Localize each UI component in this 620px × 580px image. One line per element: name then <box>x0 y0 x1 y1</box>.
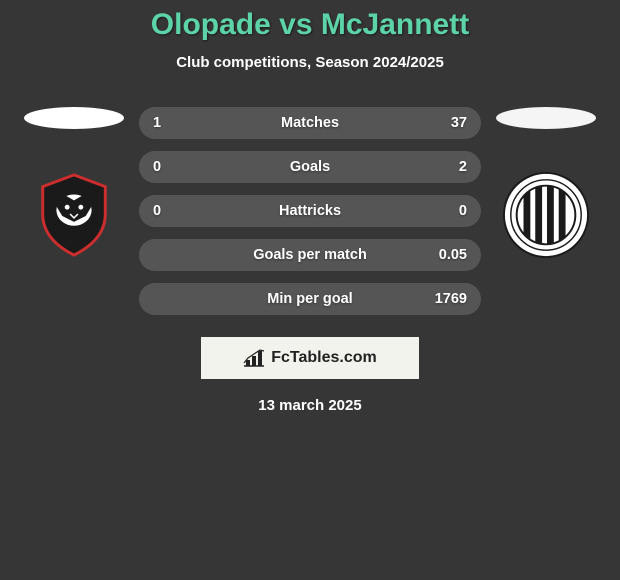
stat-left-value: 0 <box>153 203 193 219</box>
stats-bars: 1 Matches 37 0 Goals 2 0 Hattricks 0 Goa… <box>139 107 481 315</box>
team-left-badge <box>30 171 118 259</box>
stat-label: Goals per match <box>253 247 367 263</box>
shield-lion-icon <box>34 171 114 259</box>
stat-label: Matches <box>281 115 339 131</box>
stat-row-hattricks: 0 Hattricks 0 <box>139 195 481 227</box>
left-team-side <box>19 99 129 259</box>
team-right-ellipse <box>496 107 596 129</box>
stat-row-matches: 1 Matches 37 <box>139 107 481 139</box>
stat-label: Min per goal <box>267 291 352 307</box>
striped-circle-icon <box>502 171 590 259</box>
page-subtitle: Club competitions, Season 2024/2025 <box>0 54 620 71</box>
date-text: 13 march 2025 <box>0 397 620 414</box>
stat-right-value: 2 <box>427 159 467 175</box>
team-right-badge <box>502 171 590 259</box>
team-left-ellipse <box>24 107 124 129</box>
stat-right-value: 0.05 <box>427 247 467 263</box>
stat-row-goals: 0 Goals 2 <box>139 151 481 183</box>
stat-row-min-per-goal: Min per goal 1769 <box>139 283 481 315</box>
right-team-side <box>491 99 601 259</box>
stat-right-value: 1769 <box>427 291 467 307</box>
stat-label: Goals <box>290 159 330 175</box>
stat-right-value: 37 <box>427 115 467 131</box>
brand-box: FcTables.com <box>201 337 419 379</box>
page-title: Olopade vs McJannett <box>0 8 620 42</box>
stat-left-value: 0 <box>153 159 193 175</box>
stat-label: Hattricks <box>279 203 341 219</box>
bar-chart-icon <box>243 349 265 367</box>
stat-right-value: 0 <box>427 203 467 219</box>
brand-text: FcTables.com <box>271 349 377 367</box>
stat-row-goals-per-match: Goals per match 0.05 <box>139 239 481 271</box>
stat-left-value: 1 <box>153 115 193 131</box>
comparison-section: 1 Matches 37 0 Goals 2 0 Hattricks 0 Goa… <box>0 99 620 315</box>
